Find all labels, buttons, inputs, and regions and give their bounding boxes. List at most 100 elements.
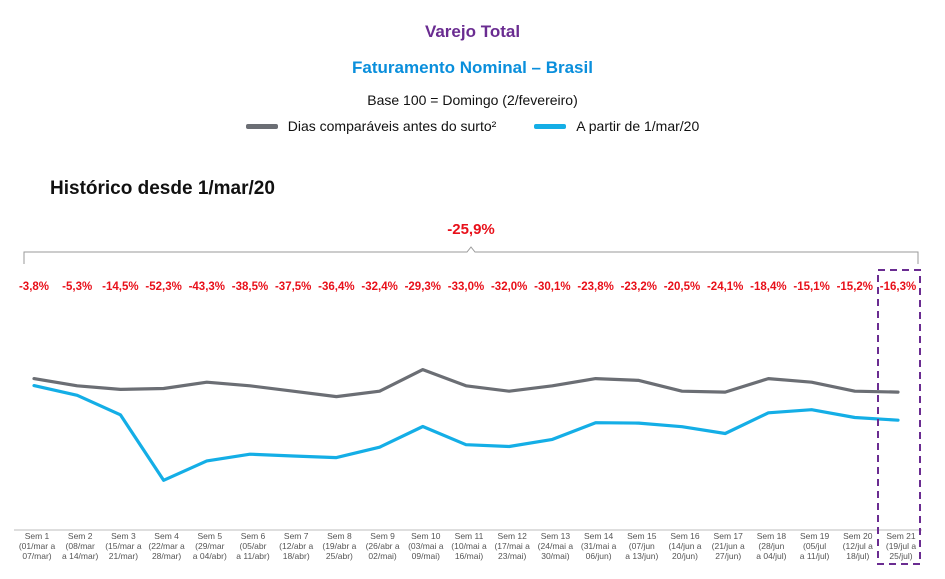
x-tick-label-line: Sem 18	[757, 531, 787, 541]
x-tick-label-line: (17/mai a	[494, 541, 530, 551]
x-tick-label: Sem 17 (21/jun a 27/jun)	[712, 531, 745, 561]
base-note: Base 100 = Domingo (2/fevereiro)	[367, 92, 578, 108]
x-tick-label-line: 18/abr)	[283, 551, 310, 561]
x-tick-label-line: Sem 7	[284, 531, 309, 541]
x-tick-label-line: Sem 13	[541, 531, 571, 541]
x-tick-label-line: (05/jul	[803, 541, 826, 551]
x-tick-label-line: (10/mai a	[451, 541, 487, 551]
x-tick-label-line: 21/mar)	[109, 551, 138, 561]
x-tick-label-line: 25/jul)	[889, 551, 912, 561]
x-tick-label-line: Sem 8	[327, 531, 352, 541]
x-tick-label-line: (19/jul a	[886, 541, 917, 551]
x-tick-label-line: (12/jul a	[843, 541, 874, 551]
legend-item-gray: Dias comparáveis antes do surto²	[245, 118, 497, 134]
x-tick-label-line: Sem 10	[411, 531, 441, 541]
x-tick-label-line: Sem 9	[370, 531, 395, 541]
x-tick-label-line: Sem 20	[843, 531, 873, 541]
x-tick-label-line: a 11/jul)	[800, 551, 830, 561]
x-tick-label-line: (19/abr a	[322, 541, 356, 551]
weekly-change-label: -36,4%	[318, 281, 354, 293]
x-tick-label: Sem 10 (03/mai a 09/mai)	[408, 531, 444, 561]
section-title: Histórico desde 1/mar/20	[50, 178, 275, 199]
x-tick-label-line: Sem 4	[154, 531, 179, 541]
legend-label-gray: Dias comparáveis antes do surto²	[287, 118, 497, 134]
x-tick-label: Sem 14 (31/mai a 06/jun)	[581, 531, 617, 561]
x-tick-label-line: a 14/mar)	[62, 551, 99, 561]
x-tick-label: Sem 20 (12/jul a 18/jul)	[843, 531, 874, 561]
x-tick-label-line: (21/jun a	[712, 541, 745, 551]
weekly-change-label: -32,4%	[361, 281, 397, 293]
x-tick-label-line: 18/jul)	[846, 551, 869, 561]
x-tick-label-line: 20/jun)	[672, 551, 698, 561]
x-tick-label-line: Sem 14	[584, 531, 614, 541]
legend: Dias comparáveis antes do surto² A parti…	[0, 118, 945, 134]
weekly-change-label: -23,2%	[621, 281, 657, 293]
x-tick-label-line: Sem 1	[25, 531, 50, 541]
x-tick-label-line: (26/abr a	[366, 541, 400, 551]
last-week-highlight-box	[877, 269, 921, 565]
chart-subtitle: Faturamento Nominal – Brasil	[352, 58, 593, 77]
x-tick-label-line: Sem 16	[670, 531, 700, 541]
x-tick-label-line: Sem 12	[498, 531, 528, 541]
x-tick-label-line: Sem 17	[714, 531, 744, 541]
weekly-change-label: -20,5%	[664, 281, 700, 293]
x-tick-label-line: Sem 21	[886, 531, 916, 541]
series-line-gray	[32, 368, 900, 399]
weekly-change-label: -15,2%	[837, 281, 873, 293]
x-tick-label: Sem 5 (29/mar a 04/abr)	[193, 531, 227, 561]
x-tick-label-line: (03/mai a	[408, 541, 444, 551]
x-tick-label-line: 30/mai)	[541, 551, 570, 561]
legend-item-blue: A partir de 1/mar/20	[534, 118, 699, 134]
weekly-change-label: -52,3%	[145, 281, 181, 293]
x-tick-label: Sem 21 (19/jul a 25/jul)	[886, 531, 917, 561]
weekly-change-label: -16,3%	[880, 281, 916, 293]
weekly-change-label: -15,1%	[793, 281, 829, 293]
x-tick-label-line: 25/abr)	[326, 551, 353, 561]
x-tick-label-line: a 13/jun)	[625, 551, 658, 561]
weekly-change-label: -3,8%	[19, 281, 49, 293]
x-tick-label: Sem 16 (14/jun a 20/jun)	[668, 531, 701, 561]
x-tick-label-line: (14/jun a	[668, 541, 701, 551]
chart-title: Varejo Total	[424, 22, 521, 41]
x-tick-label-line: (01/mar a	[19, 541, 56, 551]
weekly-change-label: -23,8%	[577, 281, 613, 293]
weekly-change-label: -14,5%	[102, 281, 138, 293]
x-tick-label: Sem 7 (12/abr a 18/abr)	[279, 531, 313, 561]
x-tick-label-line: Sem 11	[455, 531, 484, 541]
x-tick-label: Sem 12 (17/mai a 23/mai)	[494, 531, 530, 561]
weekly-change-label: -32,0%	[491, 281, 527, 293]
x-tick-label-line: 23/mai)	[498, 551, 527, 561]
x-tick-label: Sem 6 (05/abr a 11/abr)	[236, 531, 270, 561]
x-tick-label-line: a 04/abr)	[193, 551, 227, 561]
x-tick-label: Sem 3 (15/mar a 21/mar)	[105, 531, 142, 561]
weekly-change-label: -38,5%	[232, 281, 268, 293]
x-tick-label-line: (12/abr a	[279, 541, 313, 551]
x-tick-label: Sem 15 (07/jun a 13/jun)	[625, 531, 658, 561]
x-tick-label: Sem 9 (26/abr a 02/mai)	[366, 531, 400, 561]
series-line-blue	[32, 384, 900, 482]
x-tick-label-line: Sem 15	[627, 531, 657, 541]
x-tick-label: Sem 4 (22/mar a 28/mar)	[148, 531, 185, 561]
x-tick-label-line: 27/jun)	[715, 551, 741, 561]
x-tick-label-line: a 11/abr)	[236, 551, 270, 561]
x-tick-label-line: 02/mai)	[368, 551, 397, 561]
weekly-change-label: -18,4%	[750, 281, 786, 293]
period-bracket	[23, 246, 919, 264]
x-tick-label-line: (05/abr	[240, 541, 267, 551]
x-tick-label: Sem 19 (05/jul a 11/jul)	[800, 531, 830, 561]
legend-swatch-blue	[534, 123, 567, 129]
x-tick-label: Sem 11 (10/mai a 16/mai)	[451, 531, 487, 561]
x-tick-label-line: Sem 19	[800, 531, 830, 541]
x-tick-label-line: 06/jun)	[586, 551, 612, 561]
x-tick-label: Sem 18 (28/jun a 04/jul)	[756, 531, 786, 561]
x-tick-label-line: (24/mai a	[538, 541, 574, 551]
total-change-label: -25,9%	[447, 221, 495, 238]
x-tick-label: Sem 8 (19/abr a 25/abr)	[322, 531, 356, 561]
weekly-change-label: -30,1%	[534, 281, 570, 293]
x-tick-label-line: (08/mar	[66, 541, 95, 551]
weekly-change-label: -29,3%	[405, 281, 441, 293]
x-tick-label-line: (29/mar	[195, 541, 224, 551]
weekly-change-label: -5,3%	[62, 281, 92, 293]
x-tick-label-line: (31/mai a	[581, 541, 617, 551]
